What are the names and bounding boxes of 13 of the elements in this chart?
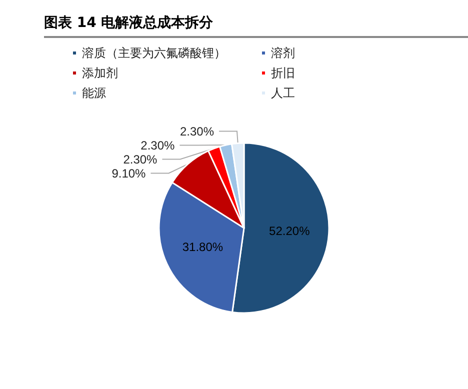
data-label: 2.30% [140, 138, 176, 152]
data-label: 2.30% [123, 152, 158, 166]
legend-label: 人工 [271, 86, 295, 100]
data-label: 52.20% [269, 224, 310, 238]
legend-label: 溶质（主要为六氟磷酸锂） [82, 46, 226, 60]
legend-label: 添加剂 [82, 66, 118, 80]
chart-title: 图表 14 电解液总成本拆分 [44, 14, 468, 38]
data-label: 31.80% [182, 240, 224, 254]
data-label: 9.10% [112, 166, 146, 180]
legend-label: 折旧 [271, 66, 295, 80]
legend-label: 能源 [82, 86, 106, 100]
legend-label: 溶剂 [271, 46, 295, 60]
data-label: 2.30% [180, 124, 214, 138]
